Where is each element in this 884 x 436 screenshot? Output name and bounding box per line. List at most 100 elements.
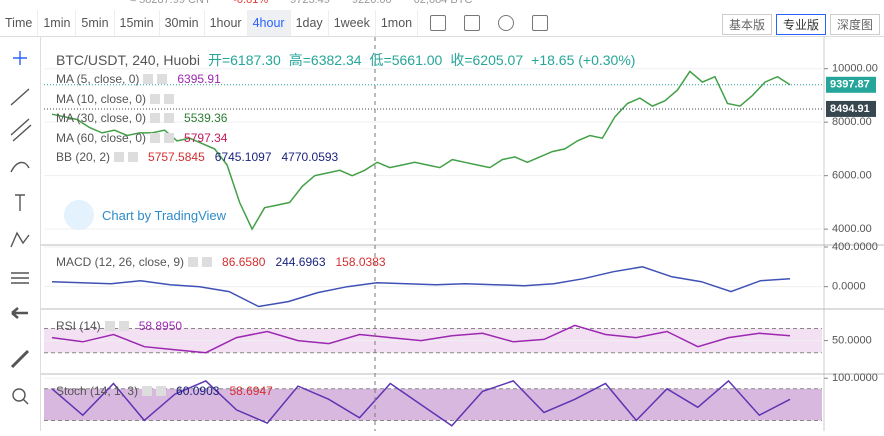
ohlc-value: +18.65 (+0.30%) (531, 52, 636, 68)
ticker-value: 9220.00 (351, 0, 392, 6)
interval-button[interactable]: Time (0, 10, 39, 36)
interval-button[interactable]: 30min (160, 10, 205, 36)
legend-icon[interactable] (143, 74, 154, 84)
indicator-value: 4770.0593 (281, 150, 339, 164)
toolbar-icon[interactable] (430, 15, 447, 31)
pane-legend: MACD (12, 26, close, 9) 86.6580 244.6963 15… (56, 255, 386, 269)
tool-icons (10, 51, 32, 405)
ohlc-value: 收=6205.07 (450, 52, 524, 68)
legend-value: 244.6963 (275, 255, 326, 269)
toolbar-icon[interactable] (498, 15, 515, 31)
interval-button[interactable]: 1hour (205, 10, 248, 36)
legend-icon[interactable] (118, 321, 129, 331)
indicator-name: MA (5, close, 0) (56, 72, 140, 86)
series-line (51, 379, 791, 427)
indicator-legend: MA (5, close, 0) 6395.91 (56, 72, 221, 86)
interval-button[interactable]: 1min (38, 10, 77, 36)
price-badge (826, 76, 876, 93)
indicator-legend: MA (60, close, 0) 5797.34 (56, 131, 227, 145)
indicator-legend: BB (20, 2) 5757.5845 6745.1097 4770.0593 (56, 150, 338, 164)
indicator-value: 5757.5845 (148, 150, 205, 164)
version-button[interactable]: 深度图 (829, 14, 880, 35)
interval-button[interactable]: 1day (291, 10, 329, 36)
legend-value: 60.0903 (176, 384, 220, 398)
legend-name: Stoch (14, 1, 3) (56, 384, 139, 398)
interval-button[interactable]: 15min (115, 10, 160, 36)
ohlc-value: 高=6382.34 (288, 52, 362, 68)
pane-legend: Stoch (14, 1, 3) 60.0903 58.6947 (56, 384, 273, 398)
legend-value: 158.0383 (335, 255, 386, 269)
series-line (51, 70, 791, 231)
ticker-value: 9723.49 (290, 0, 330, 6)
price-badge-label: 8494.91 (830, 103, 870, 115)
y-tick-label: 10000.00 (832, 63, 878, 75)
y-tick-label: 6000.00 (832, 170, 872, 182)
y-tick-label: 50.0000 (832, 334, 872, 346)
legend-value: 58.6947 (229, 384, 273, 398)
symbol: BTC/USDT, 240, Huobi (56, 52, 200, 68)
toolbar-icons (430, 15, 549, 31)
legend-value: 86.6580 (222, 255, 266, 269)
ticker: ≈ 58287.99 CNY -0.81% 9723.49 9220.00 62,084… (130, 0, 494, 6)
watermark-text: Chart by TradingView (102, 207, 227, 223)
legend-icon[interactable] (150, 93, 161, 104)
legend-icon[interactable] (156, 386, 167, 396)
series-line (51, 324, 791, 354)
legend-icon[interactable] (164, 132, 175, 143)
interval-button[interactable]: 1week (329, 10, 376, 36)
drawing-toolbar (0, 37, 41, 431)
y-tick-label: 4000.00 (832, 223, 872, 235)
symbol-legend: BTC/USDT, 240, Huobi 开=6187.30 高=6382.34 低=… (56, 50, 643, 70)
legend-icon[interactable] (114, 152, 125, 162)
ticker-value: ≈ 58287.99 CNY (130, 0, 212, 6)
y-tick-label: 0.0000 (832, 281, 866, 293)
ohlc-value: 开=6187.30 (207, 52, 281, 68)
indicator-value: 5797.34 (184, 130, 228, 145)
y-tick-label: 400.0000 (832, 241, 878, 253)
version-button[interactable]: 基本版 (721, 14, 772, 35)
price-badge-label: 9397.87 (830, 79, 870, 91)
indicator-name: MA (30, close, 0) (56, 111, 147, 125)
indicator-name: MA (60, close, 0) (56, 130, 147, 145)
toolbar-icon[interactable] (464, 15, 481, 31)
legend-icon[interactable] (150, 113, 161, 123)
legend-name: RSI (14) (56, 319, 101, 333)
ticker-value: -0.81% (233, 0, 269, 6)
indicator-value: 6395.91 (177, 72, 221, 86)
legend-icon[interactable] (188, 257, 199, 267)
legend-icon[interactable] (128, 152, 139, 162)
toolbar: 基本版 专业版 深度图 Time 1min 5min 15min 30min 1hour 4ho… (0, 10, 884, 37)
series-line (51, 266, 791, 308)
toolbar-icon[interactable] (532, 15, 549, 31)
legend-icon[interactable] (164, 93, 175, 104)
watermark-logo (64, 200, 94, 230)
indicator-value: 6745.1097 (214, 150, 272, 164)
legend-icon[interactable] (142, 386, 153, 396)
legend-icon[interactable] (104, 321, 115, 331)
ohlc-value: 低=5661.00 (369, 52, 443, 68)
legend-icon[interactable] (202, 257, 213, 267)
interval-button[interactable]: 5min (76, 10, 115, 36)
legend-name: MACD (12, 26, close, 9) (56, 255, 185, 269)
y-tick-label: 100.0000 (832, 372, 878, 384)
indicator-legend: MA (10, close, 0) (56, 91, 175, 106)
legend-icon[interactable] (150, 132, 161, 143)
y-tick-label: 8000.00 (832, 116, 872, 128)
interval-button[interactable]: 1mon (376, 10, 419, 36)
price-badge (826, 100, 876, 117)
legend-value: 58.8950 (138, 319, 183, 333)
indicator-legend: MA (30, close, 0) 5539.36 (56, 111, 227, 125)
version-button[interactable]: 专业版 (775, 14, 826, 35)
legend-icon[interactable] (164, 113, 175, 123)
indicator-name: MA (10, close, 0) (56, 91, 147, 106)
version-switch: 基本版 专业版 深度图 (721, 14, 880, 35)
indicator-name: BB (20, 2) (56, 150, 111, 164)
ticker-value: 62,084 BTC (413, 0, 473, 6)
interval-button[interactable]: 4hour (247, 10, 291, 36)
watermark: Chart by TradingView (64, 200, 226, 230)
pane-legend: RSI (14) 58.8950 (56, 319, 182, 333)
indicator-value: 5539.36 (184, 111, 228, 125)
legend-icon[interactable] (157, 74, 168, 84)
